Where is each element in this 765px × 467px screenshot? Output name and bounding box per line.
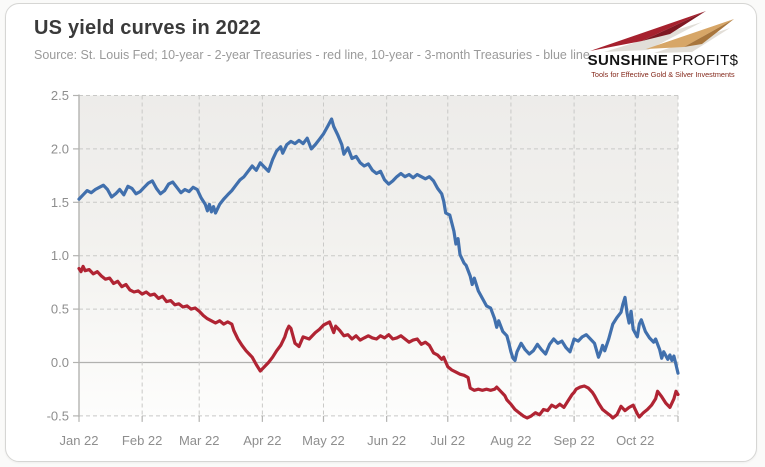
x-tick-label: Jan 22 xyxy=(59,433,98,448)
x-tick-label: Mar 22 xyxy=(179,433,219,448)
x-tick-label: Aug 22 xyxy=(490,433,531,448)
logo-name-profits: PROFIT$ xyxy=(672,52,738,69)
y-tick-label: 0.5 xyxy=(51,302,69,317)
logo-tagline: Tools for Effective Gold & Silver Invest… xyxy=(582,70,744,79)
chart-card: US yield curves in 2022 Source: St. Loui… xyxy=(5,3,757,462)
logo-name-sunshine: SUNSHINE xyxy=(588,52,669,69)
red-series-line xyxy=(79,266,678,418)
x-tick-label: Apr 22 xyxy=(243,433,281,448)
x-tick-label: Sep 22 xyxy=(553,433,594,448)
x-tick-label: Jul 22 xyxy=(430,433,465,448)
blue-series-line xyxy=(79,119,678,373)
y-tick-label: 2.0 xyxy=(51,141,69,156)
y-tick-label: 0.0 xyxy=(51,355,69,370)
x-tick-label: Feb 22 xyxy=(122,433,162,448)
y-tick-label: -0.5 xyxy=(47,408,69,423)
logo-bolt-icon xyxy=(588,9,738,55)
page-title: US yield curves in 2022 xyxy=(34,17,261,40)
x-tick-label: May 22 xyxy=(302,433,345,448)
chart-source-subtitle: Source: St. Louis Fed; 10-year - 2-year … xyxy=(34,48,590,62)
x-tick-label: Jun 22 xyxy=(367,433,406,448)
plot-background xyxy=(79,96,678,416)
x-tick-label: Oct 22 xyxy=(616,433,654,448)
y-tick-label: 1.0 xyxy=(51,248,69,263)
y-tick-label: 1.5 xyxy=(51,195,69,210)
y-tick-label: 2.5 xyxy=(51,88,69,103)
